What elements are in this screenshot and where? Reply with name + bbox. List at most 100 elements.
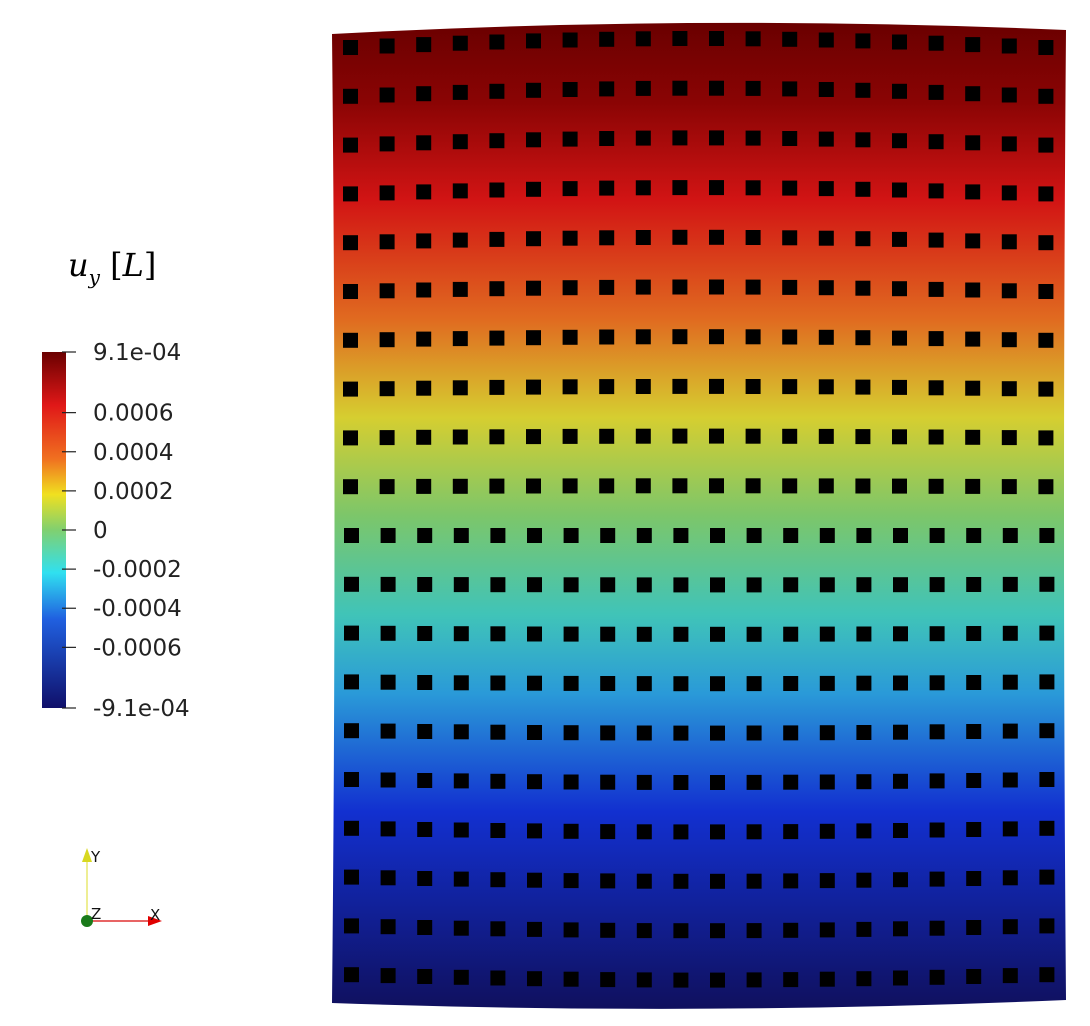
mesh-hole — [527, 626, 542, 642]
mesh-hole — [453, 577, 469, 593]
mesh-hole — [855, 181, 871, 197]
mesh-hole — [379, 283, 395, 299]
mesh-hole — [928, 281, 944, 297]
mesh-hole — [746, 972, 762, 988]
mesh-hole — [709, 31, 724, 46]
mesh-hole — [710, 775, 725, 790]
mesh-hole — [1038, 430, 1054, 446]
mesh-hole — [490, 921, 506, 937]
mesh-hole — [489, 133, 505, 149]
mesh-hole — [490, 577, 506, 593]
mesh-hole — [343, 381, 358, 397]
mesh-hole — [527, 921, 542, 937]
mesh-hole — [563, 577, 579, 593]
mesh-hole — [672, 80, 688, 96]
mesh-hole — [819, 528, 835, 543]
mesh-hole — [562, 428, 578, 444]
mesh-hole — [452, 84, 468, 100]
mesh-hole — [600, 577, 616, 593]
mesh-hole — [892, 182, 907, 198]
mesh-hole — [417, 626, 433, 641]
mesh-hole — [928, 232, 944, 248]
mesh-hole — [928, 183, 944, 199]
title-symbol: u — [68, 246, 89, 284]
mesh-hole — [746, 626, 762, 642]
mesh-hole — [928, 380, 944, 396]
mesh-hole — [417, 920, 433, 935]
mesh-hole — [1039, 918, 1055, 934]
mesh-hole — [452, 134, 468, 150]
mesh-hole — [526, 181, 541, 197]
mesh-hole — [562, 230, 578, 246]
mesh-hole — [966, 822, 982, 837]
mesh-hole — [672, 130, 688, 146]
mesh-hole — [1038, 235, 1054, 251]
mesh-hole — [745, 80, 761, 96]
mesh-hole — [893, 872, 908, 888]
mesh-hole — [416, 429, 432, 445]
mesh-hole — [928, 478, 944, 494]
mesh-hole — [1002, 772, 1018, 788]
mesh-hole — [892, 133, 907, 149]
mesh-hole — [453, 724, 469, 740]
mesh-hole — [928, 84, 944, 100]
mesh-hole — [599, 131, 615, 146]
mesh-hole — [599, 81, 615, 97]
mesh-hole — [452, 281, 468, 297]
mesh-hole — [855, 231, 871, 247]
mesh-hole — [818, 478, 834, 494]
mesh-hole — [527, 872, 542, 888]
mesh-hole — [635, 279, 651, 295]
mesh-holes — [343, 31, 1055, 988]
mesh-hole — [1039, 772, 1055, 787]
mesh-hole — [710, 626, 725, 642]
mesh-hole — [380, 576, 396, 592]
mesh-hole — [527, 725, 542, 740]
mesh-hole — [782, 478, 798, 494]
mesh-hole — [562, 82, 578, 97]
mesh-hole — [599, 329, 615, 345]
mesh-hole — [1038, 186, 1054, 202]
mesh-hole — [379, 479, 395, 495]
mesh-hole — [600, 873, 616, 889]
mesh-hole — [635, 31, 651, 47]
mesh-hole — [819, 675, 835, 691]
mesh-hole — [783, 725, 799, 741]
mesh-hole — [452, 331, 468, 347]
mesh-hole — [1001, 479, 1017, 495]
mesh-hole — [893, 528, 908, 543]
mesh-hole — [928, 35, 944, 51]
mesh-hole — [636, 676, 652, 692]
mesh-hole — [746, 923, 762, 939]
mesh-hole — [966, 675, 982, 690]
mesh-hole — [928, 331, 944, 347]
mesh-hole — [782, 230, 798, 246]
mesh-hole — [929, 675, 945, 691]
mesh-hole — [746, 774, 762, 790]
mesh-hole — [672, 378, 688, 394]
mesh-hole — [562, 329, 578, 345]
mesh-hole — [966, 871, 982, 886]
mesh-hole — [636, 725, 652, 741]
mesh-hole — [673, 528, 689, 543]
mesh-hole — [636, 923, 652, 939]
mesh-hole — [818, 329, 834, 345]
mesh-hole — [856, 921, 872, 937]
mesh-hole — [527, 675, 542, 691]
mesh-hole — [452, 429, 468, 445]
mesh-hole — [710, 972, 725, 988]
mesh-hole — [855, 379, 871, 395]
mesh-hole — [929, 969, 945, 985]
deformed-mesh — [332, 22, 1066, 1009]
mesh-hole — [928, 429, 944, 445]
mesh-hole — [1002, 723, 1018, 739]
mesh-hole — [892, 83, 907, 99]
mesh-hole — [745, 478, 761, 494]
mesh-hole — [673, 873, 689, 889]
mesh-hole — [856, 823, 872, 839]
mesh-hole — [416, 184, 432, 200]
mesh-hole — [856, 872, 872, 888]
mesh-hole — [856, 774, 872, 790]
mesh-hole — [489, 182, 505, 198]
mesh-hole — [1038, 284, 1054, 299]
